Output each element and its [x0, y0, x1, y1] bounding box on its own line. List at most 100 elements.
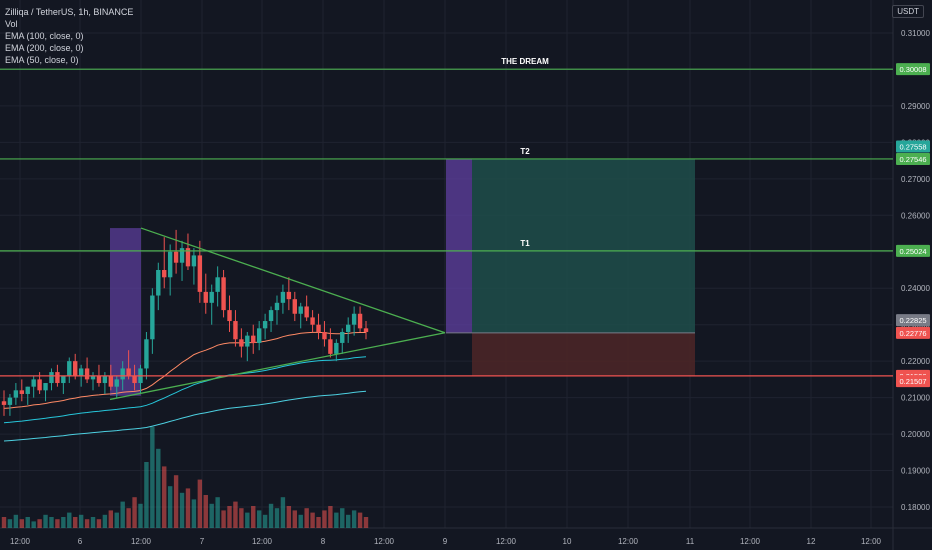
candle-body — [215, 277, 220, 292]
candle-body — [227, 310, 232, 322]
price-tag — [896, 326, 930, 339]
volume-bar — [233, 501, 238, 528]
currency-badge[interactable]: USDT — [892, 5, 924, 18]
volume-bar — [90, 517, 96, 528]
volume-bar — [316, 517, 321, 528]
indicator-ema100[interactable]: EMA (100, close, 0) — [5, 31, 84, 41]
volume-bar — [150, 426, 155, 528]
volume-bar — [1, 517, 7, 528]
volume-bar — [67, 512, 72, 528]
candle-body — [19, 390, 25, 394]
volume-bar — [251, 506, 256, 528]
level-price-tag — [896, 152, 930, 165]
candle-body — [363, 328, 369, 332]
candle-body — [328, 339, 333, 354]
candle-body — [209, 291, 214, 303]
indicator-vol[interactable]: Vol — [5, 19, 18, 29]
candle-body — [179, 248, 185, 263]
volume-bar — [55, 519, 60, 528]
candle-body — [203, 291, 208, 303]
volume-bar — [138, 503, 143, 528]
volume-bar — [256, 510, 262, 528]
volume-bar — [328, 506, 333, 528]
volume-bar — [274, 508, 280, 528]
volume-bar — [96, 519, 102, 528]
x-tick-label: 11 — [686, 537, 695, 546]
candle-body — [78, 368, 84, 376]
candle-body — [233, 321, 238, 340]
candle-body — [102, 375, 108, 384]
candle-body — [108, 375, 114, 387]
candle-body — [167, 251, 173, 278]
candle-body — [61, 375, 66, 384]
volume-bar — [286, 506, 292, 528]
volume-bar — [185, 488, 191, 528]
ema50-line — [3, 331, 366, 409]
candle-body — [304, 306, 309, 318]
volume-bar — [227, 506, 232, 528]
x-tick-label: 12:00 — [861, 537, 882, 546]
candle-body — [156, 270, 161, 296]
candle-body — [280, 291, 286, 303]
y-tick-label: 0.24000 — [901, 284, 930, 293]
volume-bar — [25, 517, 30, 528]
volume-bar — [322, 510, 327, 528]
candle-body — [268, 310, 274, 322]
target-zone — [472, 158, 695, 333]
grid — [0, 0, 893, 528]
y-tick-label: 0.29000 — [901, 102, 930, 111]
candle-body — [120, 368, 125, 380]
entry-highlight — [446, 158, 472, 333]
triangle-lower-line — [109, 332, 446, 401]
indicator-ema200[interactable]: EMA (200, close, 0) — [5, 43, 84, 53]
level-label: THE DREAM — [501, 57, 549, 66]
chart-legend: Zilliqa / TetherUS, 1h, BINANCE Vol EMA … — [5, 6, 133, 66]
volume-bar — [197, 479, 203, 528]
volume-bar — [13, 514, 19, 528]
volume-bar — [363, 517, 369, 528]
volume-bar — [351, 510, 357, 528]
candle-body — [43, 383, 48, 391]
candle-body — [25, 386, 30, 394]
candle-body — [96, 375, 102, 384]
candle-body — [239, 339, 244, 347]
level-label: T1 — [520, 239, 530, 248]
candle-body — [84, 368, 90, 380]
volume-bar — [31, 521, 36, 528]
y-tick-label: 0.31000 — [901, 29, 930, 38]
breakout-highlight — [110, 228, 141, 396]
volume-bar — [114, 512, 119, 528]
volume-bar — [102, 514, 108, 528]
candle-body — [316, 324, 321, 332]
level-price-tag-text: 0.27546 — [899, 155, 926, 164]
volume-bar — [19, 519, 25, 528]
candle-body — [274, 302, 280, 311]
candle-body — [162, 270, 167, 278]
volume-bar — [268, 503, 274, 528]
ema100-line — [3, 356, 367, 424]
candle-body — [49, 372, 54, 384]
candle-body — [126, 368, 131, 376]
candle-body — [298, 306, 303, 314]
volume-bar — [298, 514, 303, 528]
indicator-ema50[interactable]: EMA (50, close, 0) — [5, 55, 79, 65]
y-tick-label: 0.22000 — [901, 357, 930, 366]
level-price-tag — [896, 244, 930, 257]
volume-bar — [43, 514, 48, 528]
candle-body — [286, 291, 292, 300]
volume-bar — [191, 499, 197, 528]
candle-body — [67, 361, 72, 376]
volume-bar — [215, 497, 220, 528]
candle-body — [221, 277, 226, 311]
y-tick-label: 0.20000 — [901, 430, 930, 439]
candle-body — [292, 299, 297, 314]
candle-body — [132, 375, 137, 384]
candle-body — [334, 342, 339, 354]
volume-bar — [239, 508, 244, 528]
volume-bar — [179, 492, 185, 528]
volume-bar — [156, 448, 161, 528]
price-tag — [896, 140, 930, 153]
candle-body — [55, 372, 60, 384]
volume-bar — [345, 514, 351, 528]
